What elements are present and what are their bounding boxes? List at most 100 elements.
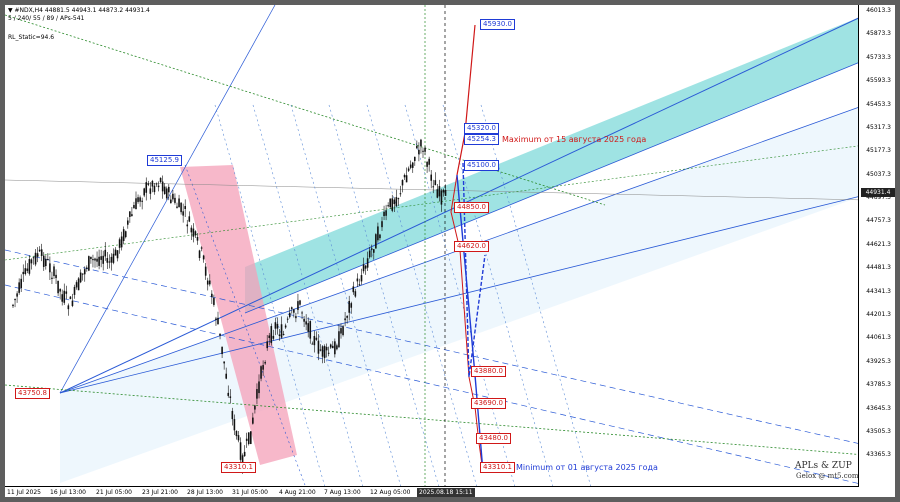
candle-body [188, 216, 191, 222]
candle-body [377, 226, 379, 241]
candle-body [96, 258, 98, 262]
candle-body [209, 280, 211, 285]
candle-body [379, 234, 381, 239]
candle-body [75, 282, 78, 288]
candle-body [49, 263, 51, 273]
candle-body [67, 305, 70, 310]
candle-body [30, 259, 33, 264]
candle-body [270, 326, 273, 344]
candle-body [110, 256, 113, 263]
candle-body [79, 272, 82, 283]
candle-body [282, 333, 285, 335]
price-label: 45100.0 [464, 160, 499, 171]
candle-body [120, 236, 123, 248]
chart-canvas[interactable] [5, 5, 895, 497]
x-tick: 21 Jul 05:00 [96, 489, 132, 496]
candle-body [438, 186, 441, 197]
candle-body [346, 315, 348, 318]
candle-body [278, 334, 281, 337]
candle-body [352, 286, 355, 293]
price-label: 43750.8 [15, 388, 50, 399]
candle-body [47, 259, 49, 261]
current-price-marker: 44931.4 [861, 188, 895, 197]
candle-body [391, 198, 394, 211]
candle-body [114, 249, 117, 256]
candle-body [194, 231, 197, 236]
candle-body [118, 239, 121, 248]
candle-body [198, 250, 201, 258]
candle-body [206, 280, 209, 285]
candle-body [317, 340, 320, 354]
candle-body [65, 291, 68, 294]
candle-body [354, 291, 357, 297]
candle-body [182, 211, 184, 216]
candle-body [313, 336, 316, 346]
fibo-time-line [328, 104, 440, 488]
candle-body [350, 303, 353, 308]
candle-body [225, 373, 227, 379]
pink-zone [180, 165, 297, 465]
y-tick: 43365.3 [866, 451, 891, 458]
y-tick: 45317.3 [866, 124, 891, 131]
candle-body [280, 324, 283, 338]
candle-body [219, 333, 221, 336]
candle-body [32, 257, 35, 259]
candle-body [233, 419, 236, 431]
candle-body [172, 193, 174, 200]
candle-body [301, 312, 303, 314]
candle-body [432, 186, 435, 188]
price-chart[interactable]: ▼ #NDX,H4 44881.5 44943.1 44873.2 44931.… [5, 5, 895, 497]
candle-body [424, 147, 426, 152]
candle-body [239, 442, 242, 460]
candle-body [260, 366, 262, 379]
trend-line [5, 284, 866, 486]
y-tick: 45873.3 [866, 30, 891, 37]
y-tick: 45177.3 [866, 147, 891, 154]
candle-body [213, 297, 215, 305]
candle-body [334, 341, 336, 355]
candle-body [61, 294, 63, 302]
candle-body [305, 321, 307, 325]
candle-body [170, 199, 172, 204]
y-tick: 43925.3 [866, 358, 891, 365]
time-axis[interactable]: 11 Jul 2025 16 Jul 13:00 21 Jul 05:00 23… [5, 486, 859, 497]
y-tick: 44757.3 [866, 217, 891, 224]
x-tick: 31 Jul 05:00 [232, 489, 268, 496]
y-tick: 43645.3 [866, 405, 891, 412]
candle-body [319, 349, 322, 351]
candle-body [77, 278, 80, 291]
candle-body [83, 269, 86, 275]
candle-body [55, 274, 57, 279]
crosshair-time-badge: 2025.08.18 15:11 [417, 488, 475, 497]
candle-body [135, 198, 137, 210]
candle-body [395, 197, 398, 207]
candle-body [88, 256, 90, 271]
candle-body [133, 205, 135, 209]
candle-body [92, 259, 94, 261]
candle-body [385, 210, 387, 216]
price-axis[interactable]: 46013.3 45873.3 45733.3 45593.3 45453.3 … [858, 5, 895, 497]
price-label: 44850.0 [454, 202, 489, 213]
candle-body [323, 346, 326, 359]
candle-body [104, 249, 107, 257]
candle-body [336, 345, 338, 350]
minimum-annotation: Minimum от 01 августа 2025 года [516, 463, 658, 472]
candle-body [116, 250, 119, 259]
candle-body [18, 282, 20, 293]
y-tick: 44481.3 [866, 264, 891, 271]
candle-body [274, 322, 277, 329]
candle-body [90, 256, 92, 259]
trend-line [5, 14, 606, 206]
candle-body [102, 255, 104, 264]
candle-body [174, 197, 176, 203]
candle-body [381, 221, 383, 228]
candle-body [157, 185, 160, 188]
price-label: 43310.1 [221, 462, 256, 473]
candle-body [370, 248, 373, 250]
candle-body [291, 307, 293, 309]
candle-body [26, 268, 29, 271]
candle-body [444, 189, 447, 196]
candle-body [241, 455, 244, 469]
candle-body [221, 346, 223, 355]
